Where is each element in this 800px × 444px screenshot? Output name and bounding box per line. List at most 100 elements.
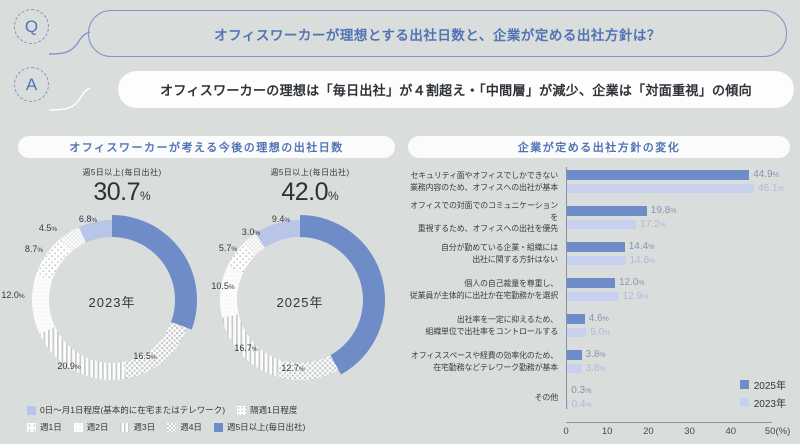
series-swatch xyxy=(739,398,749,407)
bar-value-2023年: 17.2% xyxy=(640,218,666,230)
bar-row-2023年: 12.9% xyxy=(566,290,770,302)
bar-groups: セキュリティ面やオフィスでしかできない 業務内容のため、オフィスへの出社が基本 44… xyxy=(408,167,790,410)
bar-row-2025年: 0.3% xyxy=(566,385,770,397)
bar-category-line: 業務内容のため、オフィスへの出社が基本 xyxy=(409,182,558,192)
x-axis: 0 10 20 30 40 50(%) xyxy=(563,422,790,439)
bar-pair: 19.8% 17.2% xyxy=(566,205,770,230)
donut-segment-value: 3.0% xyxy=(241,227,261,237)
bar-2023年 xyxy=(566,363,582,373)
donut-segment-value: 10.5% xyxy=(211,281,235,291)
donut-highlight-value: 42.0% xyxy=(281,178,339,206)
bar-row-2023年: 0.4% xyxy=(566,399,770,410)
legend-label: 週1日 xyxy=(40,422,62,432)
left-panel-title: オフィスワーカーが考える今後の理想の出社日数 xyxy=(18,136,395,158)
legend-swatch-diag-dots xyxy=(27,422,36,432)
bar-category-line: 組織単位で出社率をコントロールする xyxy=(425,326,558,336)
series-swatch xyxy=(739,380,749,389)
bar-pair: 14.4% 14.6% xyxy=(566,241,770,266)
donut-wrap: 2025年 12.7% 16.7% 10.5% 5.7% 3.0% 9.4% xyxy=(209,207,391,395)
bar-pair: 3.8% 3.8% xyxy=(566,349,770,374)
series-legend: 2025年 2023年 xyxy=(739,377,786,413)
a-badge-letter: A xyxy=(25,74,38,94)
bar-2023年 xyxy=(566,219,637,229)
legend-label: 週5日以上(毎日出社) xyxy=(226,422,306,432)
bar-row-2023年: 14.6% xyxy=(566,254,770,266)
bar-category-line: 在宅勤務などテレワーク勤務が基本 xyxy=(433,362,558,372)
bar-value-2025年: 4.6% xyxy=(588,313,609,325)
bar-category-line: 個人の自己裁量を尊重し、 xyxy=(464,279,558,288)
bar-value-2025年: 3.8% xyxy=(585,349,606,361)
bar-value-2025年: 19.8% xyxy=(650,205,677,217)
bar-group: 出社率を一定に抑えるため、組織単位で出社率をコントロールする 4.6% 5.0% xyxy=(408,313,790,338)
question-text: オフィスワーカーが理想とする出社日数と、企業が定める出社方針は？ xyxy=(214,27,661,43)
right-panel-title: 企業が定める出社方針の変化 xyxy=(408,136,790,158)
bar-2023年 xyxy=(566,183,755,193)
bar-2025年 xyxy=(566,278,615,288)
donut-segment-value: 4.5% xyxy=(38,223,58,233)
bar-value-2023年: 12.9% xyxy=(622,290,649,302)
bar-value-2025年: 14.4% xyxy=(628,241,655,253)
bar-group: 自分が勤めている企業・組織には出社に関する方針はない 14.4% 14.6% xyxy=(408,241,790,266)
a-bubble-tail-icon xyxy=(48,87,91,111)
company-policy-panel: 企業が定める出社方針の変化 セキュリティ面やオフィスでしかできない 業務内容のため… xyxy=(408,136,790,439)
bar-row-2023年: 17.2% xyxy=(566,218,770,230)
donut-segment-value: 9.4% xyxy=(271,214,291,224)
donut-segment-value: 12.0% xyxy=(1,290,25,300)
legend-label: 週4日 xyxy=(180,422,202,432)
bar-2025年 xyxy=(566,314,585,324)
x-axis-tick: 0 xyxy=(563,426,569,437)
bar-category-line: その他 xyxy=(534,392,559,402)
bar-2025年 xyxy=(566,386,568,396)
donut-year-label: 2025年 xyxy=(276,295,324,310)
donut-highlight-value: 30.7% xyxy=(93,178,151,206)
legend-item: 週4日 xyxy=(167,421,202,433)
donut-year-label: 2023年 xyxy=(88,295,136,310)
bar-pair: 0.3% 0.4% xyxy=(566,385,770,410)
q-bubble-tail-icon xyxy=(48,31,91,55)
bar-2023年 xyxy=(566,291,619,301)
bar-row-2025年: 3.8% xyxy=(566,349,770,361)
bar-value-2023年: 14.6% xyxy=(629,254,656,266)
bar-row-2025年: 12.0% xyxy=(566,277,770,288)
bar-2025年 xyxy=(566,350,582,360)
bar-category-line: 出社率を一定に抑えるため、 xyxy=(456,315,558,324)
legend-item: 0日〜月1日程度(基本的に在宅またはテレワーク) xyxy=(27,404,225,416)
bar-value-2023年: 5.0% xyxy=(590,326,611,338)
bar-2023年 xyxy=(566,255,626,265)
legend-swatch-check xyxy=(167,422,177,432)
bar-category-line: 出社に関する方針はない xyxy=(472,254,558,264)
bar-group: 個人の自己裁量を尊重し、 従業員が主体的に出社か在宅勤務かを選択 12.0% 12.9… xyxy=(408,277,790,302)
bar-category-line: 自分が勤めている企業・組織には xyxy=(441,243,558,252)
bar-value-2023年: 3.8% xyxy=(585,362,606,374)
series-legend-item: 2025年 xyxy=(739,377,786,392)
bar-category-line: オフィスでの対面でのコミュニケーションを xyxy=(410,201,558,222)
bar-pair: 12.0% 12.9% xyxy=(566,277,770,302)
donut-block-2023年: 週5日以上(毎日出社) 30.7% 2023年 16.5% 20.9% 12.0% 8.7%… xyxy=(1,167,206,395)
legend-label: 週2日 xyxy=(86,422,109,432)
bar-group: オフィスでの対面でのコミュニケーションを重視するため、オフィスへの出社を優先 19… xyxy=(408,201,790,233)
q-badge-letter: Q xyxy=(24,16,39,36)
donut-segment-value: 16.5% xyxy=(133,351,157,361)
bar-group: その他 0.3% 0.4% xyxy=(408,385,790,410)
series-legend-item: 2023年 xyxy=(739,395,786,410)
bar-value-2025年: 0.3% xyxy=(571,385,592,397)
bar-value-2025年: 44.9% xyxy=(753,169,779,181)
legend-swatch-stripes xyxy=(120,422,130,432)
question-bubble: オフィスワーカーが理想とする出社日数と、企業が定める出社方針は？ xyxy=(88,10,787,57)
donut-highlight-label: 週5日以上(毎日出社) xyxy=(270,168,350,177)
donut-chart-2025年 xyxy=(220,215,386,380)
bar-category-line: 重視するため、オフィスへの出社を優先 xyxy=(417,224,558,234)
x-axis-tick: 40 xyxy=(725,426,737,437)
bar-category-label: 出社率を一定に抑えるため、組織単位で出社率をコントロールする xyxy=(408,314,566,337)
a-badge: A xyxy=(14,67,49,102)
bar-row-2023年: 5.0% xyxy=(566,326,770,338)
donut-segment-value: 12.7% xyxy=(281,363,305,373)
legend-swatch-fine-dots xyxy=(237,405,247,415)
legend-swatch-plain xyxy=(73,422,83,432)
donut-segment-value: 20.9% xyxy=(57,361,81,371)
legend-item: 週2日 xyxy=(73,421,109,433)
bar-row-2025年: 19.8% xyxy=(566,205,770,217)
donut-charts: 週5日以上(毎日出社) 30.7% 2023年 16.5% 20.9% 12.0% 8.7%… xyxy=(1,167,395,395)
bar-2025年 xyxy=(566,242,625,252)
